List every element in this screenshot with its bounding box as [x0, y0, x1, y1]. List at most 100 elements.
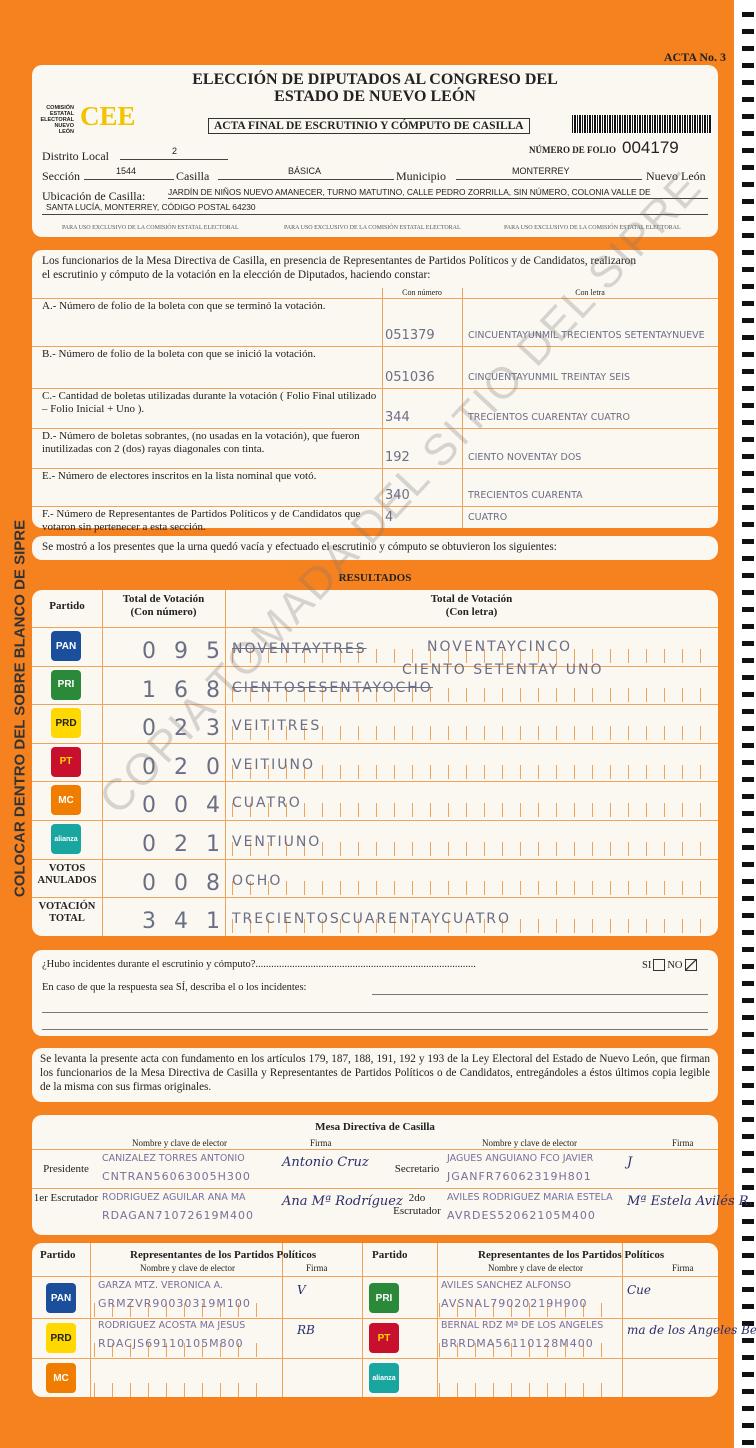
clave-box-ticks	[439, 1303, 619, 1317]
incidentes-answer: SI NO	[642, 959, 697, 971]
row-divider	[32, 468, 718, 469]
row-label: VOTOS ANULADOS	[37, 862, 97, 886]
party-logo-movimiento-ciudadano: MC	[46, 1363, 76, 1393]
votes-number: 004	[142, 793, 238, 819]
party-logo-text: MC	[58, 794, 74, 806]
uso-exclusivo-2: PARA USO EXCLUSIVO DE LA COMISIÓN ESTATA…	[284, 225, 461, 231]
urna-statement: Se mostró a los presentes que la urna qu…	[42, 541, 557, 553]
row-divider	[32, 742, 718, 744]
legal-panel: Se levanta la presente acta con fundamen…	[32, 1048, 718, 1102]
mesa-nombre: AVILES RODRIGUEZ MARIA ESTELA	[447, 1192, 613, 1203]
votes-letra: TRECIENTOSCUARENTAYCUATRO	[232, 911, 512, 928]
party-logo-pan: PAN	[51, 631, 81, 661]
seccion-value: 1544	[116, 166, 137, 176]
row-divider	[32, 428, 718, 429]
letter-box-ticks	[232, 919, 710, 934]
urna-statement-panel: Se mostró a los presentes que la urna qu…	[32, 536, 718, 560]
mesa-signature: J	[627, 1155, 633, 1170]
mesa-clave: AVRDES52062105M400	[447, 1209, 596, 1222]
constancia-numero: 344	[385, 410, 410, 425]
uso-exclusivo-1: PARA USO EXCLUSIVO DE LA COMISIÓN ESTATA…	[62, 225, 239, 231]
votes-letra: CUATRO	[232, 795, 302, 812]
constancia-letra: CIENTO NOVENTAY DOS	[468, 452, 582, 463]
org-name: COMISIÓN ESTATAL ELECTORAL NUEVO LEÓN	[40, 105, 74, 135]
votes-letra: CIENTO SETENTAY UNO	[402, 661, 604, 678]
legal-text: Se levanta la presente acta con fundamen…	[40, 1053, 710, 1093]
incidentes-describe-label: En caso de que la respuesta sea SÍ, desc…	[42, 982, 307, 993]
mesa-col-firma-right: Firma	[672, 1138, 694, 1148]
mesa-col-nombre-left: Nombre y clave de elector	[132, 1138, 227, 1148]
cee-logo: CEE	[80, 101, 136, 131]
rep-clave: BRRDMA56110128M400	[441, 1337, 594, 1350]
constancia-numero: 340	[385, 488, 410, 503]
party-logo-prd: PRD	[46, 1323, 76, 1353]
ubicacion-label: Ubicación de Casilla:	[42, 189, 146, 203]
intro-line-2: el escrutinio y cómputo de la votación e…	[42, 269, 431, 281]
no-checkbox-checked[interactable]	[684, 959, 697, 971]
election-title: ELECCIÓN DE DIPUTADOS AL CONGRESO DEL ES…	[192, 71, 558, 105]
constancia-letra: TRECIENTOS CUARENTA	[468, 490, 583, 501]
col-letra-header: Total de Votación (Con letra)	[430, 593, 513, 618]
constancia-label: F.- Número de Representantes de Partidos…	[42, 508, 361, 533]
col-numero-header: Con número	[402, 288, 442, 297]
constancia-letra: TRECIENTOS CUARENTAY CUATRO	[468, 412, 630, 423]
constancia-label: B.- Número de folio de la boleta con que…	[42, 348, 316, 360]
votes-number: 020	[142, 754, 238, 780]
mesa-title: Mesa Directiva de Casilla	[315, 1121, 435, 1133]
si-checkbox[interactable]	[653, 959, 666, 971]
col-partido-header: Partido	[49, 600, 85, 612]
party-logo-text: PRI	[375, 1292, 393, 1304]
acta-number: ACTA No. 3	[663, 50, 726, 64]
header-panel: ELECCIÓN DE DIPUTADOS AL CONGRESO DEL ES…	[32, 65, 718, 237]
rep-nombre: AVILES SANCHEZ ALFONSO	[441, 1280, 572, 1291]
mesa-role: Presidente	[43, 1163, 89, 1175]
row-divider	[32, 506, 718, 507]
mesa-directiva-panel: Mesa Directiva de Casilla Nombre y clave…	[32, 1115, 753, 1235]
constancia-numero: 051379	[385, 328, 435, 343]
constancia-label: A.- Número de folio de la boleta con que…	[42, 300, 326, 312]
clave-box-ticks	[94, 1343, 274, 1357]
side-instruction: COLOCAR DENTRO DEL SOBRE BLANCO DE SIPRE	[11, 519, 29, 898]
party-logo-text: MC	[53, 1372, 69, 1384]
constancia-numero: 4	[385, 510, 394, 525]
folio-label: NÚMERO DE FOLIO	[529, 145, 617, 155]
rep-title-left: Representantes de los Partidos Políticos	[130, 1249, 317, 1261]
mesa-role: Secretario	[394, 1163, 440, 1175]
constancia-letra: CINCUENTAYUNMIL TRECIENTOS SETENTAYNUEVE	[468, 330, 705, 341]
row-label: VOTACIÓN TOTAL	[38, 901, 96, 925]
votes-number: 095	[142, 639, 238, 664]
party-logo-text: PT	[377, 1332, 391, 1344]
mesa-col-nombre-right: Nombre y clave de elector	[482, 1138, 577, 1148]
party-logo-pri-pvem: PRI	[369, 1283, 399, 1313]
mesa-col-firma-left: Firma	[310, 1138, 332, 1148]
col-letra-header: Con letra	[575, 288, 605, 297]
folio-number: 004179	[622, 138, 679, 157]
constancia-label: E.- Número de electores inscritos en la …	[42, 470, 317, 482]
rep-signature: RB	[297, 1323, 315, 1337]
representantes-panel: Partido Representantes de los Partidos P…	[32, 1243, 756, 1397]
clave-box-ticks	[94, 1383, 274, 1397]
constancia-label: C.- Cantidad de boletas utilizadas duran…	[42, 390, 377, 415]
letter-box-ticks	[232, 764, 710, 779]
letter-box-ticks	[232, 726, 710, 741]
party-logo-alianza: alianza	[369, 1363, 399, 1393]
rep-nombre: BERNAL RDZ Mª DE LOS ANGELES	[441, 1320, 604, 1331]
row-divider	[32, 665, 718, 667]
rep-col-partido-left: Partido	[40, 1249, 76, 1261]
mesa-signature: Antonio Cruz	[282, 1155, 369, 1170]
incidentes-question: ¿Hubo incidentes durante el escrutinio y…	[42, 959, 476, 970]
mesa-nombre: JAGUES ANGUIANO FCO JAVIER	[447, 1153, 594, 1164]
mesa-clave: JGANFR76062319H801	[447, 1170, 592, 1183]
rep-clave: AVSNAL79020219H900	[441, 1297, 588, 1310]
row-divider	[32, 897, 718, 899]
constancia-letra: CINCUENTAYUNMIL TREINTAY SEIS	[468, 372, 631, 383]
intro-line-1: Los funcionarios de la Mesa Directiva de…	[42, 255, 637, 267]
letter-box-ticks	[232, 803, 710, 818]
mesa-role: 1er Escrutador	[33, 1192, 99, 1204]
municipio-value: MONTERREY	[512, 166, 570, 176]
party-logo-text: PRD	[50, 1332, 72, 1344]
row-divider	[32, 346, 718, 347]
row-divider	[32, 298, 718, 299]
distrito-label: Distrito Local	[42, 149, 109, 163]
party-logo-text: PRD	[55, 717, 77, 729]
